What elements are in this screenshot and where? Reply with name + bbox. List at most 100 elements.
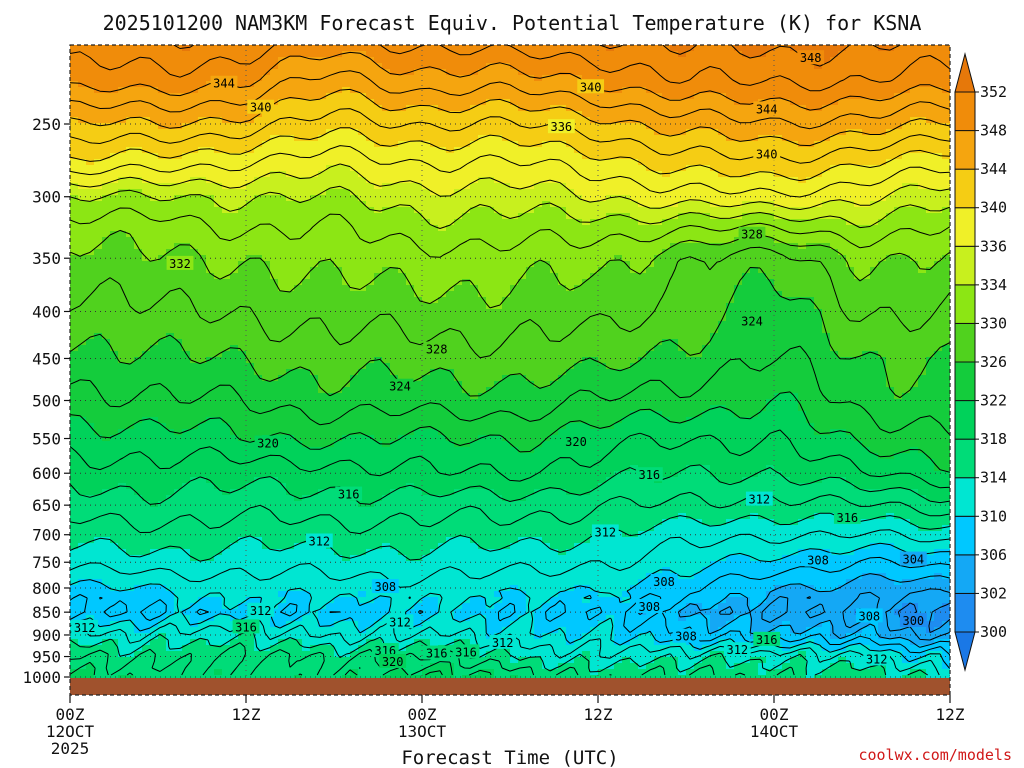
theta-cell	[886, 231, 895, 238]
theta-cell	[910, 231, 919, 238]
theta-cell	[478, 51, 487, 58]
theta-cell	[806, 135, 815, 142]
theta-cell	[606, 51, 615, 58]
theta-cell	[446, 81, 455, 88]
theta-cell	[598, 189, 607, 196]
theta-cell	[798, 273, 807, 280]
theta-cell	[414, 189, 423, 196]
theta-cell	[542, 135, 551, 142]
theta-cell	[262, 45, 271, 52]
theta-cell	[454, 297, 463, 304]
theta-cell	[798, 303, 807, 310]
theta-cell	[166, 309, 175, 316]
theta-cell	[782, 279, 791, 286]
theta-cell	[198, 111, 207, 118]
theta-cell	[78, 237, 87, 244]
theta-cell	[766, 177, 775, 184]
theta-cell	[278, 129, 287, 136]
theta-cell	[150, 267, 159, 274]
theta-cell	[942, 189, 950, 196]
theta-cell	[470, 159, 479, 166]
theta-cell	[766, 297, 775, 304]
theta-cell	[566, 237, 575, 244]
theta-cell	[606, 111, 615, 118]
theta-cell	[622, 87, 631, 94]
theta-cell	[870, 189, 879, 196]
theta-cell	[710, 63, 719, 70]
theta-cell	[894, 117, 903, 124]
theta-cell	[726, 201, 735, 208]
theta-cell	[286, 81, 295, 88]
theta-cell	[574, 177, 583, 184]
theta-cell	[694, 111, 703, 118]
theta-cell	[454, 285, 463, 292]
theta-cell	[806, 93, 815, 100]
theta-cell	[534, 279, 543, 286]
theta-cell	[734, 153, 743, 160]
theta-cell	[526, 57, 535, 64]
theta-cell	[550, 93, 559, 100]
theta-cell	[534, 87, 543, 94]
theta-cell	[718, 237, 727, 244]
theta-cell	[246, 111, 255, 118]
theta-cell	[814, 207, 823, 214]
theta-cell	[790, 69, 799, 76]
theta-cell	[622, 51, 631, 58]
theta-cell	[766, 291, 775, 298]
theta-cell	[278, 189, 287, 196]
theta-cell	[910, 249, 919, 256]
theta-cell	[574, 195, 583, 202]
theta-cell	[822, 51, 831, 58]
theta-cell	[670, 171, 679, 178]
theta-cell	[190, 93, 199, 100]
theta-cell	[662, 123, 671, 130]
theta-cell	[814, 189, 823, 196]
theta-cell	[830, 177, 839, 184]
theta-cell	[102, 231, 111, 238]
theta-cell	[910, 81, 919, 88]
theta-cell	[174, 279, 183, 286]
theta-cell	[822, 189, 831, 196]
theta-cell	[414, 195, 423, 202]
theta-cell	[854, 147, 863, 154]
theta-cell	[598, 51, 607, 58]
theta-cell	[518, 261, 527, 268]
theta-cell	[206, 315, 215, 322]
theta-cell	[854, 279, 863, 286]
theta-cell	[166, 135, 175, 142]
theta-cell	[366, 273, 375, 280]
theta-cell	[526, 285, 535, 292]
theta-cell	[910, 147, 919, 154]
theta-cell	[598, 135, 607, 142]
theta-cell	[294, 303, 303, 310]
theta-cell	[142, 225, 151, 232]
theta-cell	[902, 297, 911, 304]
theta-cell	[70, 105, 79, 112]
theta-cell	[814, 63, 823, 70]
theta-cell	[174, 117, 183, 124]
theta-cell	[614, 255, 623, 262]
theta-cell	[286, 285, 295, 292]
theta-cell	[454, 237, 463, 244]
theta-cell	[166, 69, 175, 76]
theta-cell	[830, 105, 839, 112]
theta-cell	[710, 111, 719, 118]
theta-cell	[910, 195, 919, 202]
theta-cell	[526, 129, 535, 136]
theta-cell	[598, 243, 607, 250]
theta-cell	[246, 165, 255, 172]
theta-cell	[758, 57, 767, 64]
theta-cell	[926, 219, 935, 226]
theta-cell	[342, 189, 351, 196]
theta-cell	[542, 153, 551, 160]
theta-cell	[110, 231, 119, 238]
theta-cell	[278, 51, 287, 58]
theta-cell	[358, 267, 367, 274]
theta-cell	[486, 303, 495, 310]
theta-cell	[110, 285, 119, 292]
theta-cell	[862, 297, 871, 304]
theta-cell	[838, 291, 847, 298]
theta-cell	[270, 75, 279, 82]
theta-cell	[454, 177, 463, 184]
theta-cell	[214, 45, 223, 52]
